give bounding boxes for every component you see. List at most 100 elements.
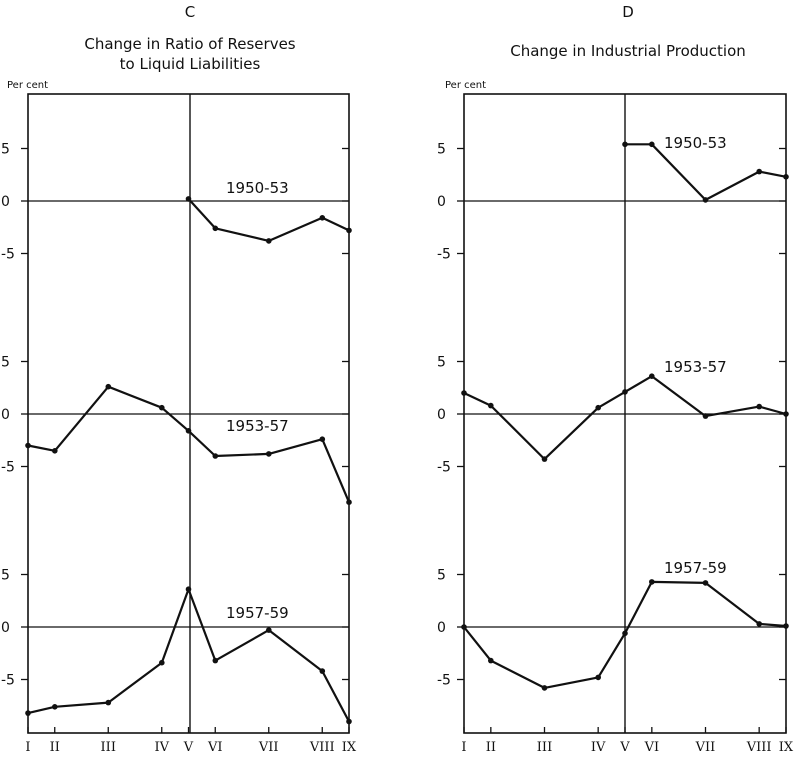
series-label-1950-53: 1950-53: [664, 134, 727, 152]
chart-d-unit-label: Per cent: [445, 80, 486, 91]
data-point: [702, 413, 709, 419]
chart-d-title-line1: Change in Industrial Production: [510, 42, 746, 60]
chart-c-panel-1957-59: 5 0 -5 1957-59: [1, 568, 352, 725]
data-point: [541, 456, 548, 462]
data-point: [319, 215, 326, 221]
y-tick-label: 0: [1, 407, 10, 423]
series-label-1950-53: 1950-53: [226, 179, 289, 197]
x-tick-label: II: [486, 740, 496, 755]
y-tick-label: -5: [437, 247, 451, 263]
data-point: [649, 141, 655, 148]
x-tick-label: III: [537, 740, 552, 755]
y-tick-label: 5: [437, 568, 446, 584]
series-label-1957-59: 1957-59: [226, 604, 289, 622]
data-point: [212, 453, 219, 459]
chart-d-panel-1950-53: 5 0 -5 1950-53: [437, 134, 789, 263]
y-tick-label: 0: [1, 194, 10, 210]
data-point: [159, 659, 165, 666]
data-point: [783, 411, 789, 417]
x-tick-label: VII: [695, 740, 716, 755]
data-point: [185, 196, 192, 202]
y-tick-label: 0: [437, 407, 446, 423]
y-tick-label: 0: [437, 194, 446, 210]
data-point: [346, 718, 352, 725]
data-point: [185, 428, 192, 434]
x-tick-label: VIII: [309, 740, 335, 755]
x-tick-label: V: [183, 740, 194, 755]
y-tick-label: 0: [437, 620, 446, 636]
data-point: [105, 699, 112, 706]
y-tick-label: 5: [1, 142, 10, 158]
chart-c-panel-1950-53: 5 0 -5 1950-53: [1, 142, 352, 263]
x-tick-label: II: [50, 740, 60, 755]
data-point: [649, 373, 655, 380]
data-point: [488, 657, 494, 664]
data-point: [52, 448, 58, 454]
x-tick-label: IX: [779, 740, 794, 755]
chart-d-panel-1953-57: 5 0 -5 1953-57: [437, 355, 789, 476]
x-tick-label: IV: [154, 740, 169, 755]
x-tick-label: I: [461, 740, 466, 755]
y-tick-label: -5: [1, 673, 15, 689]
data-point: [756, 168, 762, 175]
series-label-1957-59: 1957-59: [664, 559, 727, 577]
data-point: [346, 499, 352, 506]
y-tick-label: 5: [437, 142, 446, 158]
x-tick-label: I: [25, 740, 30, 755]
y-tick-label: 5: [437, 355, 446, 371]
y-tick-label: -5: [1, 460, 15, 476]
x-tick-label: V: [619, 740, 630, 755]
x-tick-label: III: [101, 740, 116, 755]
x-tick-label: VI: [644, 740, 660, 755]
data-point: [783, 174, 789, 180]
data-point: [346, 227, 352, 234]
data-point: [702, 197, 709, 203]
data-point: [622, 630, 628, 637]
data-point: [25, 710, 31, 716]
chart-c-letter: C: [185, 3, 195, 21]
data-point: [266, 627, 272, 633]
series-line-1950-53: [187, 198, 350, 242]
chart-c-title-line1: Change in Ratio of Reserves: [84, 35, 295, 53]
data-point: [461, 390, 467, 396]
y-tick-label: -5: [1, 247, 15, 263]
y-tick-label: 0: [1, 620, 10, 636]
chart-c-unit-label: Per cent: [7, 80, 48, 91]
x-tick-label: VI: [207, 740, 223, 755]
data-point: [266, 238, 272, 244]
y-tick-label: 5: [1, 568, 10, 584]
y-tick-label: -5: [437, 673, 451, 689]
data-point: [622, 141, 628, 148]
data-point: [212, 225, 219, 232]
chart-d-panel-1957-59: 5 0 -5 1957-59: [437, 559, 789, 691]
data-point: [319, 436, 326, 443]
chart-d: D Change in Industrial Production Per ce…: [437, 3, 794, 755]
data-point: [649, 579, 655, 585]
data-point: [25, 442, 31, 449]
data-point: [185, 586, 192, 592]
data-point: [541, 685, 548, 691]
data-point: [488, 402, 494, 409]
data-point: [595, 674, 601, 681]
data-point: [783, 623, 789, 629]
chart-c-panel-1953-57: 5 0 -5 1953-57: [1, 355, 352, 506]
data-point: [622, 389, 628, 395]
x-tick-label: IX: [342, 740, 357, 755]
chart-c: C Change in Ratio of Reserves to Liquid …: [1, 3, 357, 755]
series-label-1953-57: 1953-57: [226, 417, 289, 435]
data-point: [266, 451, 272, 457]
y-tick-label: -5: [437, 460, 451, 476]
data-point: [159, 404, 165, 411]
x-tick-label: VII: [258, 740, 279, 755]
x-tick-label: VIII: [746, 740, 772, 755]
data-point: [52, 704, 58, 710]
data-point: [319, 668, 326, 674]
series-line-1953-57: [27, 385, 351, 503]
x-tick-label: IV: [591, 740, 606, 755]
data-point: [105, 383, 112, 390]
data-point: [212, 657, 219, 664]
chart-c-title-line2: to Liquid Liabilities: [120, 55, 261, 73]
chart-d-letter: D: [622, 3, 634, 21]
data-point: [461, 624, 467, 630]
